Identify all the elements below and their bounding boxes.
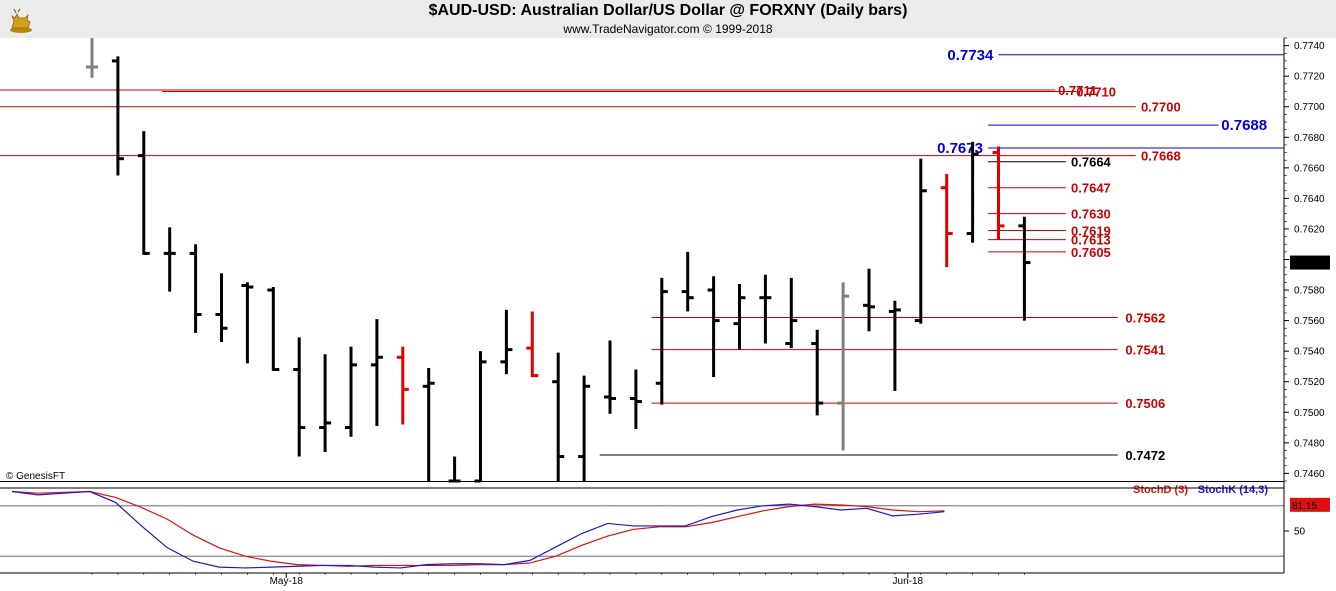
level-label-0.7541: 0.7541: [1125, 343, 1165, 358]
level-label-0.7506: 0.7506: [1125, 396, 1165, 411]
ohlc-bar: [552, 352, 565, 481]
ohlc-bar: [992, 146, 1005, 240]
ohlc-bar: [189, 244, 202, 333]
price-tick-label: 0.7560: [1294, 316, 1325, 327]
x-tick-label: Jun-18: [893, 576, 924, 587]
ohlc-bar: [267, 286, 280, 372]
gold-bull-icon: [6, 4, 36, 34]
level-label-0.7630: 0.7630: [1071, 207, 1111, 222]
ohlc-bar: [474, 351, 487, 483]
ohlc-bar: [655, 277, 668, 405]
ohlc-bar: [863, 268, 875, 332]
ohlc-bar: [448, 456, 461, 483]
stoch-line-stochD: [11, 490, 945, 567]
price-tick-label: 0.7720: [1294, 72, 1325, 83]
level-label-0.7647: 0.7647: [1071, 181, 1111, 196]
level-label-0.7619: 0.7619: [1071, 223, 1111, 238]
ohlc-bar: [137, 131, 150, 255]
ohlc-bar: [759, 274, 772, 344]
stoch-last-box: [1290, 497, 1330, 512]
ohlc-bar: [396, 346, 409, 425]
stoch-tick-label: 50: [1294, 527, 1306, 538]
axes: 0.7740 0.7720 0.7700 0.7680 0.7660 0.7640 0.76…: [0, 37, 1330, 587]
price-tick-label: 0.7520: [1294, 377, 1325, 388]
price-tick-label: 0.7640: [1294, 194, 1325, 205]
stochastic-panel: 50 81.15 StochD (3) StochK (14,3): [0, 484, 1330, 569]
price-tick-label: 0.7460: [1294, 469, 1325, 480]
ohlc-bar: [293, 337, 306, 457]
ohlc-bar: [319, 354, 332, 452]
price-tick-label: 0.7740: [1294, 41, 1325, 52]
level-label-0.7605: 0.7605: [1071, 245, 1111, 260]
price-tick-label: 0.7480: [1294, 438, 1325, 449]
level-label-0.7472: 0.7472: [1125, 448, 1165, 463]
ohlc-bar: [500, 309, 513, 375]
genesis-watermark: © GenesisFT: [6, 471, 65, 482]
x-tick-label: May-18: [270, 576, 304, 587]
ohlc-bar: [1018, 216, 1031, 321]
stoch-line-stochK: [11, 490, 945, 569]
price-tick-label: 0.7540: [1294, 347, 1325, 358]
stoch-legend-d: StochD (3): [1133, 484, 1188, 496]
ohlc-bar: [629, 369, 642, 430]
ohlc-bar: [681, 251, 694, 312]
chart-header: $AUD-USD: Australian Dollar/US Dollar @ …: [0, 0, 1336, 38]
price-tick-label: 0.7680: [1294, 133, 1325, 144]
price-tick-label: 0.7620: [1294, 224, 1325, 235]
price-tick-label: 0.7700: [1294, 102, 1325, 113]
ohlc-bar: [526, 311, 539, 378]
chart-title: $AUD-USD: Australian Dollar/US Dollar @ …: [428, 2, 908, 19]
price-tick-label: 0.7500: [1294, 408, 1325, 419]
ohlc-bar: [604, 340, 616, 414]
level-label-0.7710: 0.7710: [1076, 84, 1116, 99]
level-label-0.7688: 0.7688: [1221, 117, 1267, 134]
ohlc-bar: [733, 283, 746, 350]
ohlc-bar: [345, 346, 357, 437]
ohlc-bar: [422, 367, 435, 481]
ohlc-bar: [215, 273, 228, 342]
stoch-last-label: 81.15: [1292, 501, 1317, 512]
ohlc-bar: [940, 173, 953, 268]
level-label-0.7668: 0.7668: [1141, 149, 1181, 164]
price-tick-label: 0.7660: [1294, 163, 1325, 174]
ohlc-bar: [111, 56, 124, 176]
ohlc-bar: [163, 227, 176, 292]
ohlc-bar: [914, 158, 927, 324]
ohlc-bar: [785, 277, 798, 349]
ohlc-bar: [966, 141, 979, 243]
level-label-0.7700: 0.7700: [1141, 100, 1181, 115]
price-tick-label: 0.7580: [1294, 286, 1325, 297]
level-label-0.7664: 0.7664: [1071, 155, 1112, 170]
ohlc-bar: [370, 319, 383, 427]
ohlc-bar: [241, 282, 254, 364]
last-price-label: 0.7598: [1292, 259, 1323, 270]
ohlc-bars: [86, 38, 1031, 483]
level-label-0.7613: 0.7613: [1071, 233, 1111, 248]
ohlc-bar: [86, 38, 98, 78]
level-label-0.7711: 0.7711: [1058, 83, 1097, 98]
chart-subtitle: www.TradeNavigator.com © 1999-2018: [563, 22, 773, 36]
ohlc-bar: [578, 375, 591, 481]
ohlc-bar: [888, 300, 901, 391]
last-price-box: [1290, 255, 1330, 270]
ohlc-bar: [811, 329, 824, 416]
ohlc-bar: [837, 282, 850, 451]
level-label-0.7734: 0.7734: [947, 47, 994, 64]
ohlc-bar: [707, 276, 720, 378]
stoch-legend-k: StochK (14,3): [1198, 484, 1269, 496]
level-label-0.7562: 0.7562: [1125, 311, 1165, 326]
